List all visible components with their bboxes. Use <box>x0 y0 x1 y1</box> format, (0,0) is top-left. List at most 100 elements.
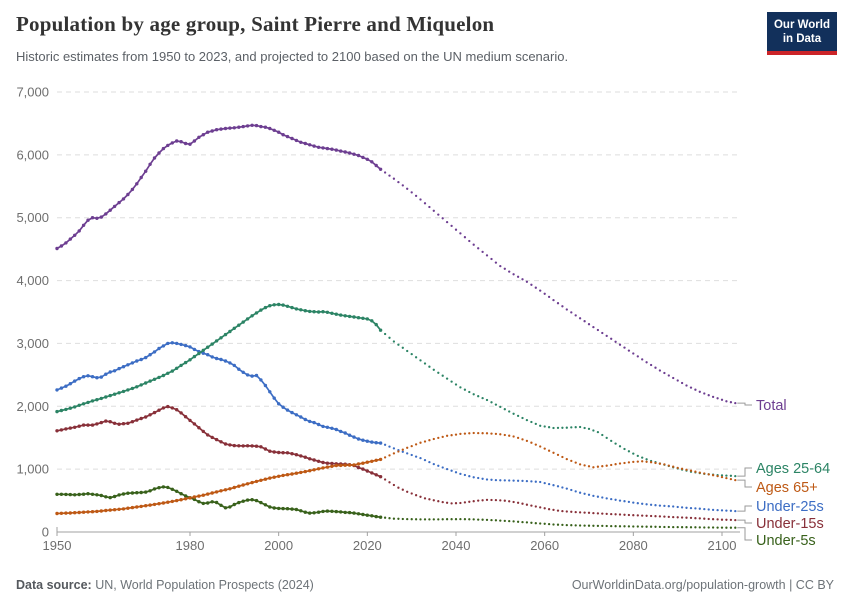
point-ages-65- <box>237 484 241 488</box>
projected-point-under-25s <box>552 484 555 487</box>
point-under-5s <box>277 506 281 511</box>
point-under-15s <box>68 426 73 430</box>
projected-point-under-15s <box>570 510 573 513</box>
point-under-25s <box>77 376 81 381</box>
point-total <box>81 223 86 227</box>
projected-point-ages-65- <box>725 476 728 480</box>
projected-point-under-15s <box>392 483 396 487</box>
point-under-25s <box>201 351 205 355</box>
projected-point-under-5s <box>649 525 653 528</box>
point-under-15s <box>214 437 219 442</box>
point-total <box>343 150 347 154</box>
projected-point-under-25s <box>463 473 467 477</box>
projected-point-under-5s <box>414 518 418 521</box>
projected-point-total <box>667 374 670 377</box>
point-under-5s <box>219 503 223 507</box>
projected-point-ages-25-64 <box>521 416 524 420</box>
point-under-15s <box>254 444 259 448</box>
point-under-25s <box>188 345 192 349</box>
projected-point-ages-25-64 <box>472 393 475 396</box>
point-under-5s <box>161 485 166 489</box>
projected-point-ages-65- <box>676 466 679 470</box>
point-under-5s <box>99 493 104 498</box>
point-under-25s <box>175 341 179 346</box>
owid-link[interactable]: OurWorldinData.org/population-growth | C… <box>571 578 834 592</box>
projected-point-ages-65- <box>574 461 577 464</box>
projected-point-ages-65- <box>570 459 573 463</box>
legend-connector-under-5s <box>737 527 752 541</box>
projected-point-ages-65- <box>472 431 475 435</box>
point-total <box>290 136 294 141</box>
legend-label-ages-65-[interactable]: Ages 65+ <box>756 480 818 496</box>
point-total <box>268 126 272 131</box>
line-total[interactable] <box>56 124 382 250</box>
point-under-25s <box>121 365 126 369</box>
legend-label-total[interactable]: Total <box>756 398 787 414</box>
point-ages-25-64 <box>166 371 170 375</box>
projected-point-under-15s <box>587 511 591 514</box>
projected-point-ages-65- <box>485 432 489 435</box>
legend-label-under-5s[interactable]: Under-5s <box>756 533 816 549</box>
point-ages-25-64 <box>352 315 356 319</box>
projected-point-under-15s <box>547 508 551 511</box>
point-under-5s <box>378 515 383 519</box>
projected-point-under-5s <box>574 524 577 527</box>
projected-point-total <box>680 381 684 385</box>
point-under-15s <box>148 413 152 417</box>
point-under-5s <box>241 499 245 503</box>
projected-point-under-15s <box>672 515 675 519</box>
legend-label-under-25s[interactable]: Under-25s <box>756 499 824 515</box>
projected-point-ages-25-64 <box>641 456 644 459</box>
point-ages-65- <box>201 493 205 497</box>
point-under-5s <box>232 502 236 507</box>
point-under-5s <box>272 506 276 510</box>
projected-point-under-5s <box>490 518 493 522</box>
projected-point-ages-65- <box>645 460 648 463</box>
projected-point-ages-25-64 <box>383 332 387 336</box>
projected-point-under-25s <box>494 478 498 482</box>
projected-point-under-5s <box>729 526 733 529</box>
projected-point-under-5s <box>698 526 701 529</box>
legend-label-ages-25-64[interactable]: Ages 25-64 <box>756 461 830 477</box>
point-under-5s <box>108 495 112 500</box>
projected-point-under-15s <box>490 498 493 502</box>
point-ages-25-64 <box>68 406 73 410</box>
projected-point-under-5s <box>601 524 604 528</box>
projected-point-ages-25-64 <box>605 436 608 440</box>
projected-point-ages-65- <box>383 456 387 459</box>
projected-point-ages-25-64 <box>481 396 484 400</box>
point-ages-65- <box>152 502 157 507</box>
projected-point-ages-65- <box>490 432 493 435</box>
projected-point-under-5s <box>694 526 697 529</box>
legend-label-under-15s[interactable]: Under-15s <box>756 516 824 532</box>
projected-point-ages-25-64 <box>423 362 427 365</box>
projected-point-ages-25-64 <box>601 433 604 437</box>
projected-point-total <box>499 264 502 268</box>
projected-point-ages-25-64 <box>441 374 444 377</box>
point-under-5s <box>64 492 68 497</box>
projected-point-under-25s <box>490 478 493 481</box>
point-under-25s <box>55 388 59 392</box>
projected-point-total <box>641 358 644 361</box>
projected-point-ages-25-64 <box>587 427 591 431</box>
point-under-5s <box>321 509 325 514</box>
point-total <box>378 167 383 171</box>
point-ages-25-64 <box>183 360 188 365</box>
x-axis-label-2100: 2100 <box>708 538 737 553</box>
point-total <box>126 192 130 197</box>
point-ages-65- <box>343 463 347 467</box>
point-under-25s <box>219 357 223 362</box>
projected-point-ages-65- <box>561 455 564 459</box>
projected-point-total <box>672 376 675 380</box>
point-under-25s <box>325 425 330 429</box>
legend-connector-under-15s <box>737 519 752 524</box>
point-under-25s <box>237 367 241 371</box>
projected-point-under-5s <box>525 521 529 524</box>
projected-point-total <box>570 311 573 314</box>
point-ages-25-64 <box>334 312 338 316</box>
projected-point-under-25s <box>401 450 404 453</box>
projected-point-under-5s <box>392 517 396 520</box>
point-under-25s <box>68 382 73 386</box>
projected-point-under-15s <box>711 518 715 521</box>
point-under-15s <box>259 445 263 449</box>
